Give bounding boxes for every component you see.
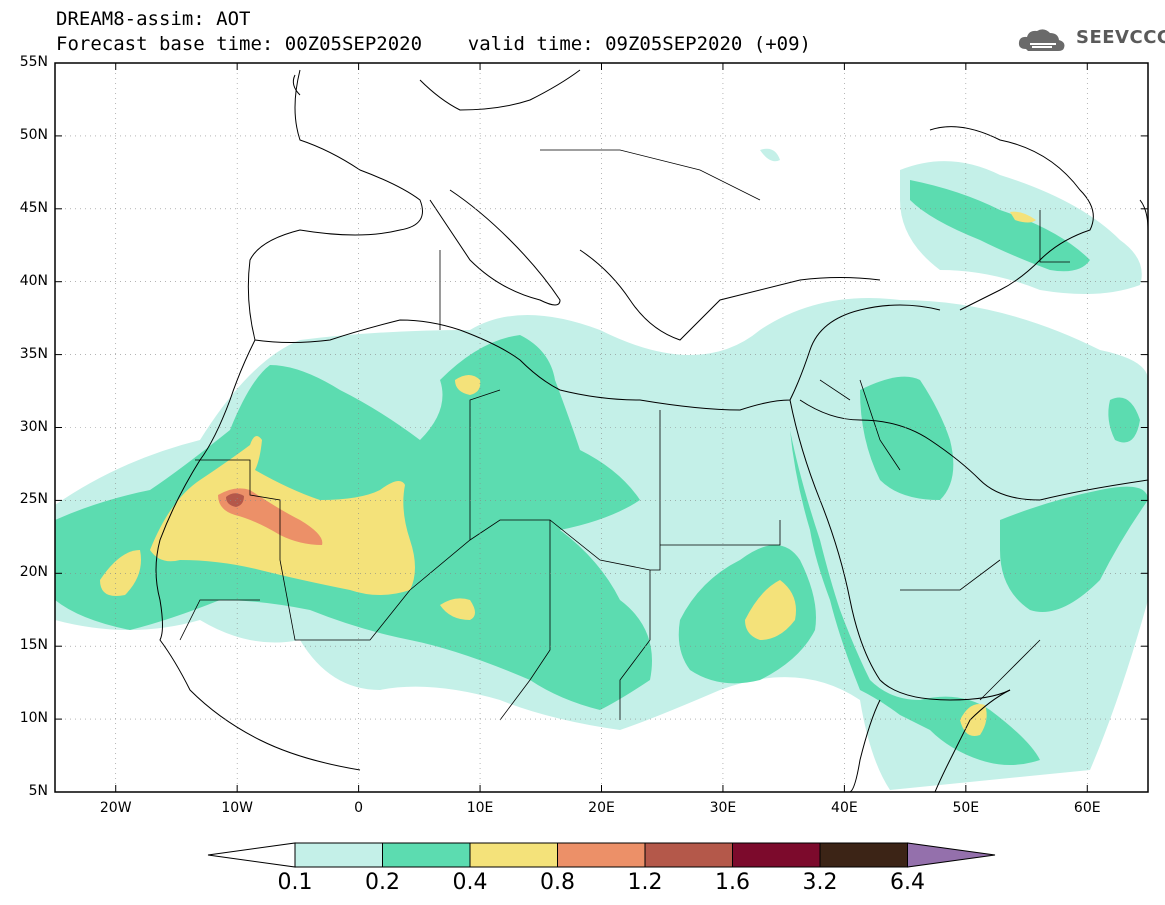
- colorbar-label: 3.2: [802, 870, 838, 895]
- colorbar-swatch: [469, 842, 558, 868]
- country-borders: [179, 149, 1070, 721]
- colorbar-label: 6.4: [890, 870, 925, 895]
- lat-tick-label: 40N: [19, 272, 48, 289]
- colorbar-over-arrow: [907, 842, 996, 868]
- colorbar-label: 1.6: [715, 870, 750, 895]
- lat-tick-label: 20N: [19, 564, 48, 581]
- coastlines: [155, 69, 1148, 792]
- aot-0.8-field: [218, 488, 323, 545]
- lon-tick-label: 20E: [588, 800, 615, 816]
- colorbar-label: 0.2: [365, 870, 400, 895]
- logo-text: SEEVCCC: [1076, 27, 1165, 48]
- lon-tick-label: 60E: [1073, 800, 1101, 816]
- lat-tick-label: 25N: [19, 491, 48, 508]
- colorbar-swatch: [382, 842, 471, 868]
- colorbar-label: 1.2: [627, 870, 663, 895]
- forecast-times: Forecast base time: 00Z05SEP2020 valid t…: [56, 33, 811, 55]
- lat-tick-label: 10N: [19, 710, 48, 727]
- colorbar-swatch: [819, 842, 908, 868]
- lat-tick-label: 15N: [19, 637, 48, 654]
- colorbar-swatch: [557, 842, 646, 868]
- lon-tick-label: 50E: [952, 800, 980, 816]
- lon-tick-label: 30E: [709, 800, 737, 816]
- colorbar-under-arrow: [207, 842, 296, 868]
- lat-tick-label: 50N: [19, 126, 48, 143]
- colorbar: [207, 842, 996, 868]
- lon-tick-label: 0: [354, 800, 364, 816]
- colorbar-swatch: [644, 842, 733, 868]
- lat-tick-label: 55N: [19, 54, 48, 70]
- lat-tick-label: 35N: [19, 345, 48, 362]
- lat-tick-label: 5N: [28, 783, 48, 799]
- lat-tick-label: 30N: [19, 418, 48, 435]
- colorbar-swatch: [294, 842, 383, 868]
- lon-tick-label: 10E: [466, 800, 494, 816]
- lon-tick-label: 10W: [221, 800, 253, 816]
- colorbar-label: 0.4: [452, 870, 488, 895]
- map-title: DREAM8-assim: AOT: [56, 8, 251, 30]
- lon-tick-label: 40E: [831, 800, 858, 816]
- lon-tick-label: 20W: [99, 800, 132, 816]
- lat-tick-label: 45N: [19, 199, 48, 216]
- colorbar-label: 0.8: [540, 870, 575, 895]
- colorbar-swatch: [732, 842, 821, 868]
- colorbar-label: 0.1: [277, 870, 313, 895]
- cloud-logo-icon: [1018, 29, 1065, 51]
